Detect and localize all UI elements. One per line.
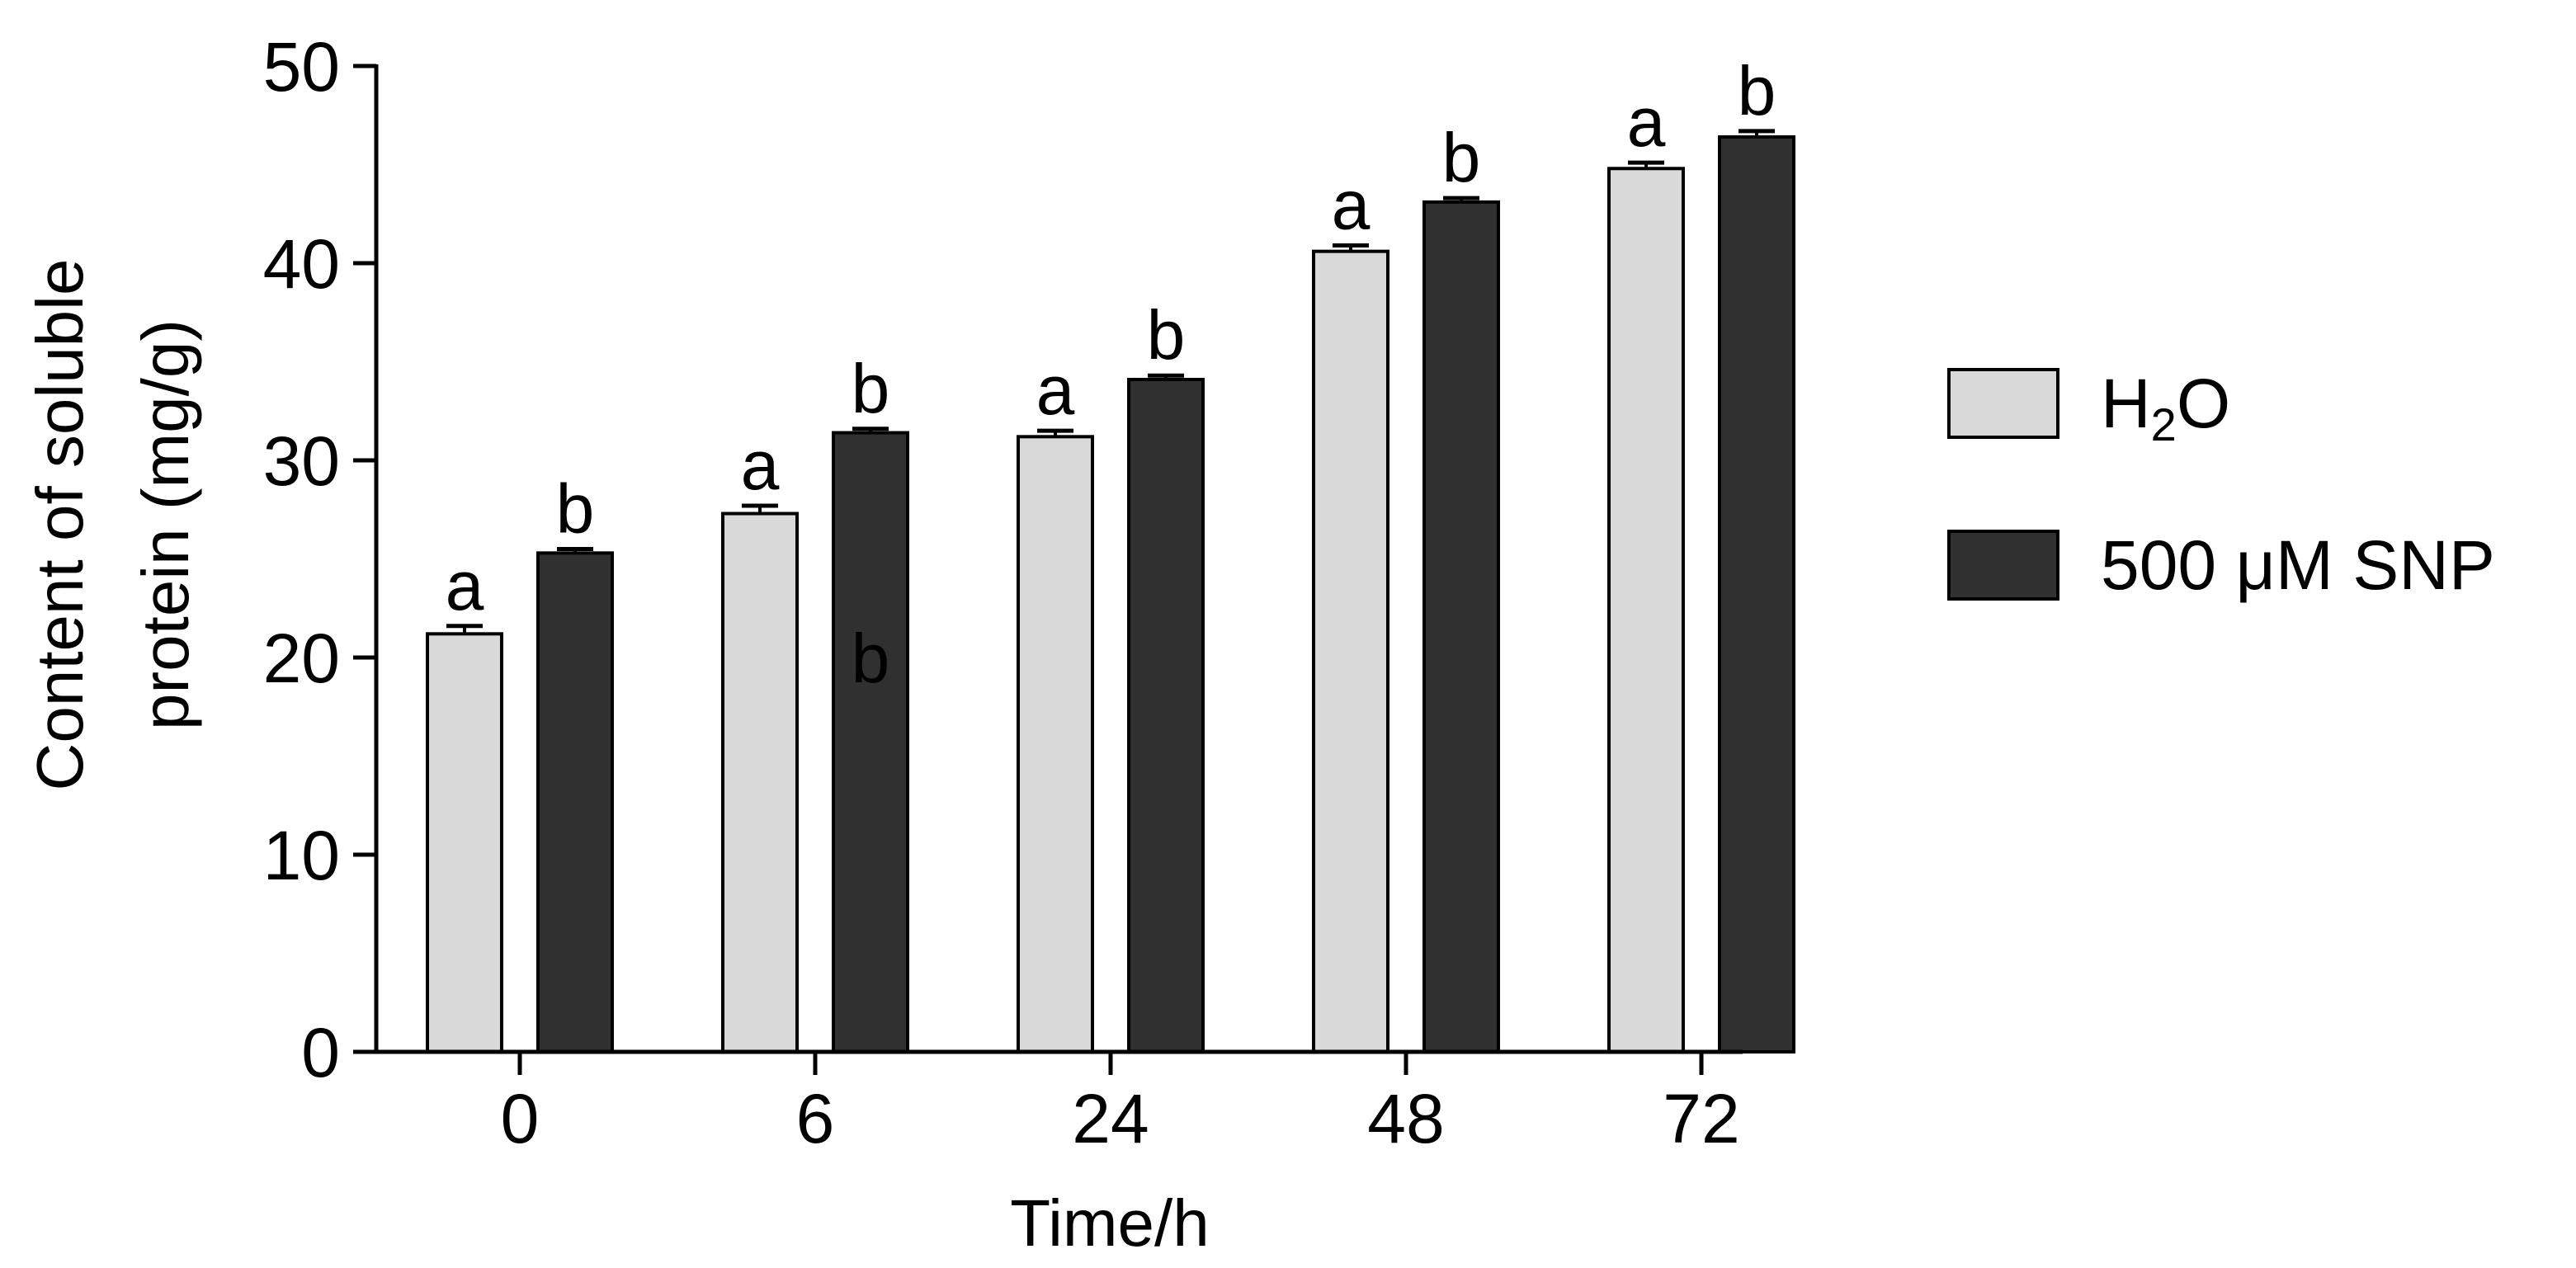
significance-label: b bbox=[1738, 52, 1776, 130]
bar-h2o-0 bbox=[426, 632, 503, 1054]
annotation-label: b bbox=[852, 620, 890, 697]
x-tick-label: 6 bbox=[796, 1080, 835, 1157]
y-tick-label: 30 bbox=[263, 422, 340, 500]
significance-label: a bbox=[1332, 166, 1371, 243]
y-axis-title-line-2: protein (mg/g) bbox=[129, 319, 202, 730]
bar-snp-72 bbox=[1718, 135, 1795, 1054]
x-tick-label: 24 bbox=[1072, 1080, 1149, 1157]
x-tick-label: 48 bbox=[1367, 1080, 1444, 1157]
significance-label: b bbox=[1147, 296, 1186, 374]
bar-snp-24 bbox=[1127, 378, 1205, 1054]
y-axis-title-line-1: Content of soluble bbox=[23, 259, 97, 791]
significance-label: a bbox=[446, 547, 484, 625]
x-tick-label: 0 bbox=[501, 1080, 540, 1157]
y-tick-label: 40 bbox=[263, 225, 340, 303]
legend-label-h2o: H2O bbox=[2101, 365, 2230, 450]
legend-swatch-snp bbox=[1947, 530, 2059, 601]
x-axis-title: Time/h bbox=[1010, 1186, 1210, 1260]
x-tick-label: 72 bbox=[1663, 1080, 1739, 1157]
bar-h2o-72 bbox=[1607, 167, 1685, 1054]
bar-h2o-24 bbox=[1017, 435, 1094, 1054]
y-tick-label: 20 bbox=[263, 620, 340, 697]
axes: 0 10 20 30 40 50 0 6 24 48 72 bbox=[263, 28, 1743, 1157]
bar-snp-48 bbox=[1422, 200, 1500, 1054]
bar-snp-0 bbox=[536, 551, 614, 1054]
y-tick-label: 50 bbox=[263, 28, 340, 106]
legend-label-snp: 500 μM SNP bbox=[2101, 526, 2495, 604]
significance-label: b bbox=[556, 470, 595, 548]
y-tick-label: 0 bbox=[301, 1014, 340, 1091]
legend-swatch-h2o bbox=[1947, 368, 2059, 439]
bar-snp-6 bbox=[832, 431, 909, 1054]
significance-label: b bbox=[852, 350, 890, 427]
significance-label: b bbox=[1442, 119, 1481, 196]
legend: H2O 500 μM SNP bbox=[1947, 365, 2495, 604]
significance-label: a bbox=[1036, 351, 1075, 429]
significance-label: a bbox=[741, 427, 780, 504]
y-tick-label: 10 bbox=[263, 817, 340, 894]
significance-label: a bbox=[1627, 83, 1666, 161]
bar-h2o-48 bbox=[1312, 249, 1389, 1054]
bar-h2o-6 bbox=[721, 511, 799, 1054]
